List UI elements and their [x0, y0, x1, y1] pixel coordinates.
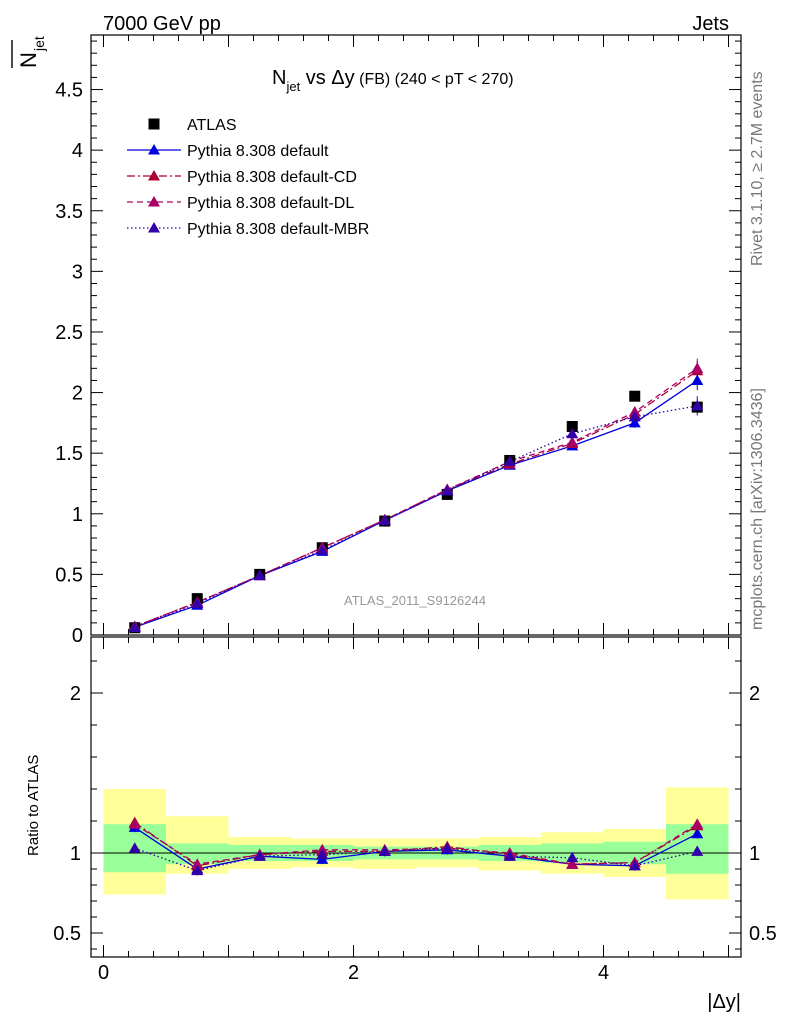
main-point-mbr: [566, 427, 579, 439]
rivet-side-label: Rivet 3.1.10, ≥ 2.7M events: [749, 71, 766, 266]
ratio-point-mbr: [191, 864, 204, 876]
ratio-point-mbr: [378, 845, 391, 856]
ratio-y-tick-label: 0.5: [53, 923, 81, 945]
y-tick-label: 2: [72, 383, 83, 405]
ratio-y-tick-label-right: 1: [749, 843, 760, 865]
main-frame: [90, 34, 742, 636]
ratio-series-line-default: [134, 826, 698, 870]
title-vs: vs Δy: [300, 67, 354, 89]
ratio-point-mbr: [503, 850, 516, 861]
ratio-panel: 0 2 4 0.5 0.5 1 1 2 2: [53, 636, 777, 984]
legend-marker-default: [148, 144, 160, 155]
y-tick-label: 4: [72, 140, 83, 162]
main-y-axis-label-n: N: [16, 52, 41, 68]
main-series-line-default: [134, 379, 698, 628]
legend-label-data: ATLAS: [187, 117, 237, 134]
legend-label-mbr: Pythia 8.308 default-MBR: [187, 221, 369, 238]
y-tick-label: 2.5: [55, 322, 83, 344]
y-tick-label: 1: [72, 504, 83, 526]
ratio-point-mbr: [128, 842, 141, 853]
ratio-point-dl: [191, 858, 204, 869]
main-panel: 0 0.5 1 1.5 2 2.5 3 3.5 4 4.5: [55, 34, 742, 957]
main-y-axis-label-sub: jet: [31, 36, 47, 52]
main-point-mbr: [628, 410, 641, 422]
main-series-line-cd: [134, 370, 698, 628]
main-point-mbr: [253, 569, 266, 581]
main-point-mbr: [441, 484, 454, 496]
title-sub: jet: [285, 79, 300, 94]
y-tick-label: 4.5: [55, 80, 83, 102]
y-tick-label: 0: [72, 625, 83, 647]
ratio-series-line-dl: [134, 823, 698, 865]
legend-label-cd: Pythia 8.308 default-CD: [187, 169, 357, 186]
mcplots-side-label: mcplots.cern.ch [arXiv:1306.3436]: [749, 388, 766, 630]
ratio-point-mbr: [691, 845, 704, 856]
main-title: Njet vs Δy (FB) (240 < pT < 270): [272, 67, 514, 94]
ratio-point-dl: [128, 818, 141, 829]
x-tick-label: 0: [98, 962, 109, 984]
ratio-y-tick-label: 1: [70, 843, 81, 865]
main-point-mbr: [316, 544, 329, 555]
y-tick-label: 1.5: [55, 443, 83, 465]
main-series-line-dl: [134, 367, 698, 628]
ratio-point-mbr: [316, 848, 329, 860]
ratio-point-dl: [691, 818, 704, 829]
main-point-mbr: [691, 399, 704, 411]
main-data-point: [629, 390, 641, 402]
ratio-point-mbr: [441, 842, 454, 853]
ratio-point-mbr: [253, 850, 266, 861]
main-data-point: [566, 421, 578, 433]
legend-label-dl: Pythia 8.308 default-DL: [187, 195, 354, 212]
main-point-mbr: [191, 597, 204, 608]
y-tick-label: 3.5: [55, 201, 83, 223]
header-energy-label: 7000 GeV pp: [103, 13, 221, 35]
legend: ATLAS Pythia 8.308 default Pythia 8.308 de…: [127, 117, 369, 238]
ratio-point-mbr: [628, 859, 641, 871]
ratio-point-dl: [566, 858, 579, 869]
ratio-point-default: [691, 827, 704, 839]
main-point-mbr: [378, 514, 391, 525]
main-point-dl: [566, 436, 579, 447]
title-range: (240 < pT < 270): [395, 71, 514, 88]
ratio-y-tick-label-right: 2: [749, 683, 760, 705]
analysis-watermark: ATLAS_2011_S9126244: [344, 593, 486, 608]
ratio-y-tick-label-right: 0.5: [749, 923, 777, 945]
main-series-line-mbr: [134, 405, 698, 629]
main-point-mbr: [503, 455, 516, 467]
ratio-y-tick-label: 2: [70, 683, 81, 705]
ratio-y-axis-label: Ratio to ATLAS: [25, 755, 42, 856]
legend-label-default: Pythia 8.308 default: [187, 143, 329, 160]
svg-text:Njet vs Δy (FB) (240 < pT < 27: Njet vs Δy (FB) (240 < pT < 270): [272, 67, 514, 94]
main-point-default: [628, 416, 641, 428]
title-fb: (FB): [355, 71, 395, 88]
y-tick-label: 0.5: [55, 564, 83, 586]
legend-marker-mbr: [148, 222, 160, 233]
header-jets-label: Jets: [692, 13, 729, 35]
x-tick-label: 4: [598, 962, 609, 984]
main-y-axis-label: N jet: [11, 36, 47, 68]
main-point-mbr: [128, 621, 141, 632]
legend-marker-dl: [148, 196, 160, 207]
legend-marker-data: [148, 118, 160, 130]
y-tick-label: 3: [72, 261, 83, 283]
x-tick-label: 2: [348, 962, 359, 984]
main-point-default: [691, 374, 704, 385]
legend-marker-cd: [148, 170, 160, 181]
ratio-point-mbr: [566, 851, 579, 863]
main-point-dl: [691, 362, 704, 373]
x-axis-label: |Δy|: [707, 991, 741, 1013]
ratio-frame: [90, 636, 742, 958]
title-n: N: [272, 67, 286, 89]
